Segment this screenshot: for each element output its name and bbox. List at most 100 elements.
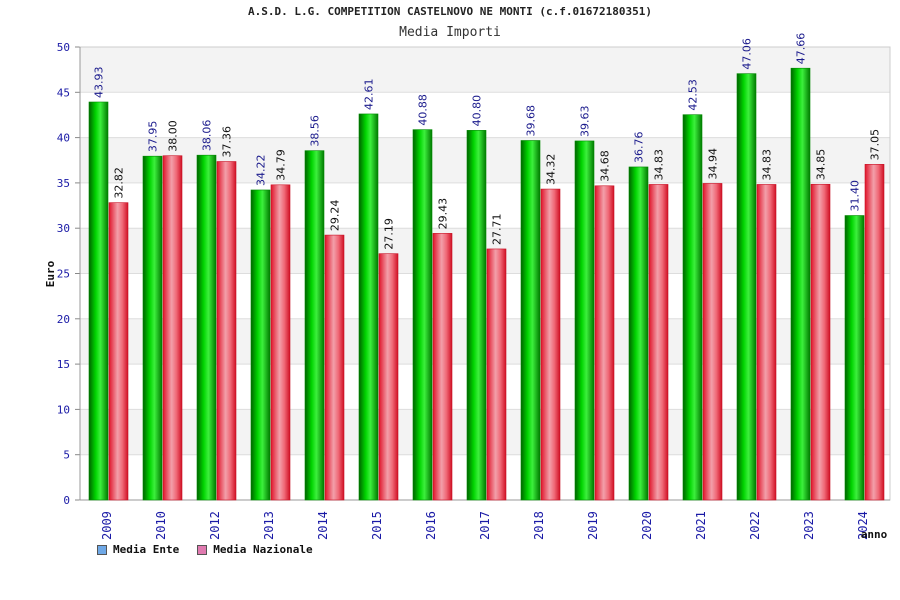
x-tick-label: 2019 — [586, 511, 600, 540]
data-label: 38.56 — [309, 115, 322, 147]
data-label: 34.83 — [761, 149, 774, 181]
bar-media-nazionale — [324, 234, 345, 501]
x-tick-label: 2016 — [424, 511, 438, 540]
data-label: 37.95 — [147, 121, 160, 153]
data-label: 40.80 — [471, 95, 484, 127]
data-label: 34.68 — [599, 150, 612, 182]
legend-item-media-ente: Media Ente — [97, 543, 179, 556]
bar-media-ente — [196, 154, 217, 501]
data-label: 42.53 — [687, 79, 700, 111]
y-tick-label: 0 — [63, 494, 70, 507]
y-tick-label: 20 — [57, 313, 70, 326]
legend-item-media-nazionale: Media Nazionale — [197, 543, 313, 556]
data-label: 42.61 — [363, 78, 376, 110]
bar-media-nazionale — [648, 184, 669, 501]
y-tick-label: 5 — [63, 449, 70, 462]
x-tick-label: 2013 — [262, 511, 276, 540]
bar-media-ente — [412, 129, 433, 501]
bar-media-nazionale — [162, 155, 183, 501]
bar-media-nazionale — [108, 202, 129, 501]
bar-media-nazionale — [594, 185, 615, 501]
plot-area: 0 5 10 15 20 25 30 35 40 45 50 43.93 32.82 2009 37.95 3… — [57, 33, 891, 540]
chart-title: A.S.D. L.G. COMPETITION CASTELNOVO NE MO… — [248, 5, 652, 18]
x-tick-label: 2023 — [802, 511, 816, 540]
bar-media-ente — [682, 114, 703, 501]
bar-media-ente — [628, 166, 649, 501]
bar-media-nazionale — [810, 183, 831, 501]
data-label: 34.83 — [653, 149, 666, 181]
x-tick-label: 2018 — [532, 511, 546, 540]
legend-swatch-media-nazionale — [197, 544, 208, 555]
legend-label-media-nazionale: Media Nazionale — [213, 543, 313, 556]
data-label: 39.63 — [579, 105, 592, 137]
data-label: 34.32 — [545, 154, 558, 186]
y-tick-label: 40 — [57, 132, 70, 145]
bar-media-ente — [142, 155, 163, 501]
x-tick-label: 2010 — [154, 511, 168, 540]
data-label: 39.68 — [525, 105, 538, 137]
bar-media-nazionale — [270, 184, 291, 501]
bar-media-ente — [88, 101, 109, 501]
bar-media-ente — [466, 130, 487, 501]
data-label: 34.22 — [255, 154, 268, 186]
data-label: 34.85 — [815, 149, 828, 181]
data-label: 37.05 — [869, 129, 882, 161]
chart-subtitle: Media Importi — [399, 25, 501, 40]
bar-media-nazionale — [486, 248, 507, 501]
bar-media-nazionale — [216, 161, 237, 501]
y-tick-label: 10 — [57, 403, 70, 416]
data-label: 47.06 — [741, 38, 754, 70]
x-tick-label: 2012 — [208, 511, 222, 540]
bar-media-nazionale — [540, 188, 561, 501]
bar-media-nazionale — [756, 184, 777, 501]
y-tick-label: 25 — [57, 268, 70, 281]
bar-media-ente — [358, 113, 379, 501]
x-tick-label: 2021 — [694, 511, 708, 540]
legend-label-media-ente: Media Ente — [113, 543, 180, 556]
data-label: 37.36 — [221, 126, 234, 158]
bar-media-nazionale — [378, 253, 399, 501]
bar-media-ente — [844, 215, 865, 501]
data-label: 47.66 — [795, 33, 808, 65]
data-label: 38.00 — [167, 120, 180, 152]
x-axis-label: anno — [861, 528, 888, 541]
data-label: 43.93 — [93, 66, 106, 98]
y-tick-label: 30 — [57, 222, 70, 235]
bar-media-ente — [250, 189, 271, 501]
x-tick-label: 2014 — [316, 511, 330, 540]
bar-media-ente — [790, 67, 811, 501]
y-tick-label: 35 — [57, 177, 70, 190]
bar-media-nazionale — [864, 164, 885, 501]
x-tick-label: 2017 — [478, 511, 492, 540]
data-label: 31.40 — [849, 180, 862, 212]
data-label: 34.94 — [707, 148, 720, 180]
data-label: 32.82 — [113, 167, 126, 199]
x-tick-label: 2022 — [748, 511, 762, 540]
bar-media-ente — [574, 140, 595, 501]
y-tick-label: 45 — [57, 86, 70, 99]
bar-media-ente — [304, 150, 325, 501]
bar-media-ente — [520, 140, 541, 501]
y-tick-label: 50 — [57, 41, 70, 54]
data-label: 40.88 — [417, 94, 430, 126]
data-label: 27.19 — [383, 218, 396, 250]
grid-band — [80, 47, 890, 93]
y-axis-label: Euro — [44, 260, 57, 287]
bar-media-nazionale — [702, 183, 723, 501]
x-tick-label: 2015 — [370, 511, 384, 540]
data-label: 27.71 — [491, 213, 504, 245]
bar-media-nazionale — [432, 233, 453, 501]
x-tick-label: 2009 — [100, 511, 114, 540]
data-label: 36.76 — [633, 131, 646, 163]
x-tick-label: 2024 — [856, 511, 870, 540]
y-tick-label: 15 — [57, 358, 70, 371]
legend-swatch-media-ente — [97, 544, 107, 555]
legend: Media Ente Media Nazionale — [97, 543, 313, 556]
x-tick-label: 2020 — [640, 511, 654, 540]
data-label: 34.79 — [275, 149, 288, 181]
data-label: 38.06 — [201, 120, 214, 152]
data-label: 29.24 — [329, 200, 342, 232]
data-label: 29.43 — [437, 198, 450, 230]
bar-media-ente — [736, 73, 757, 501]
